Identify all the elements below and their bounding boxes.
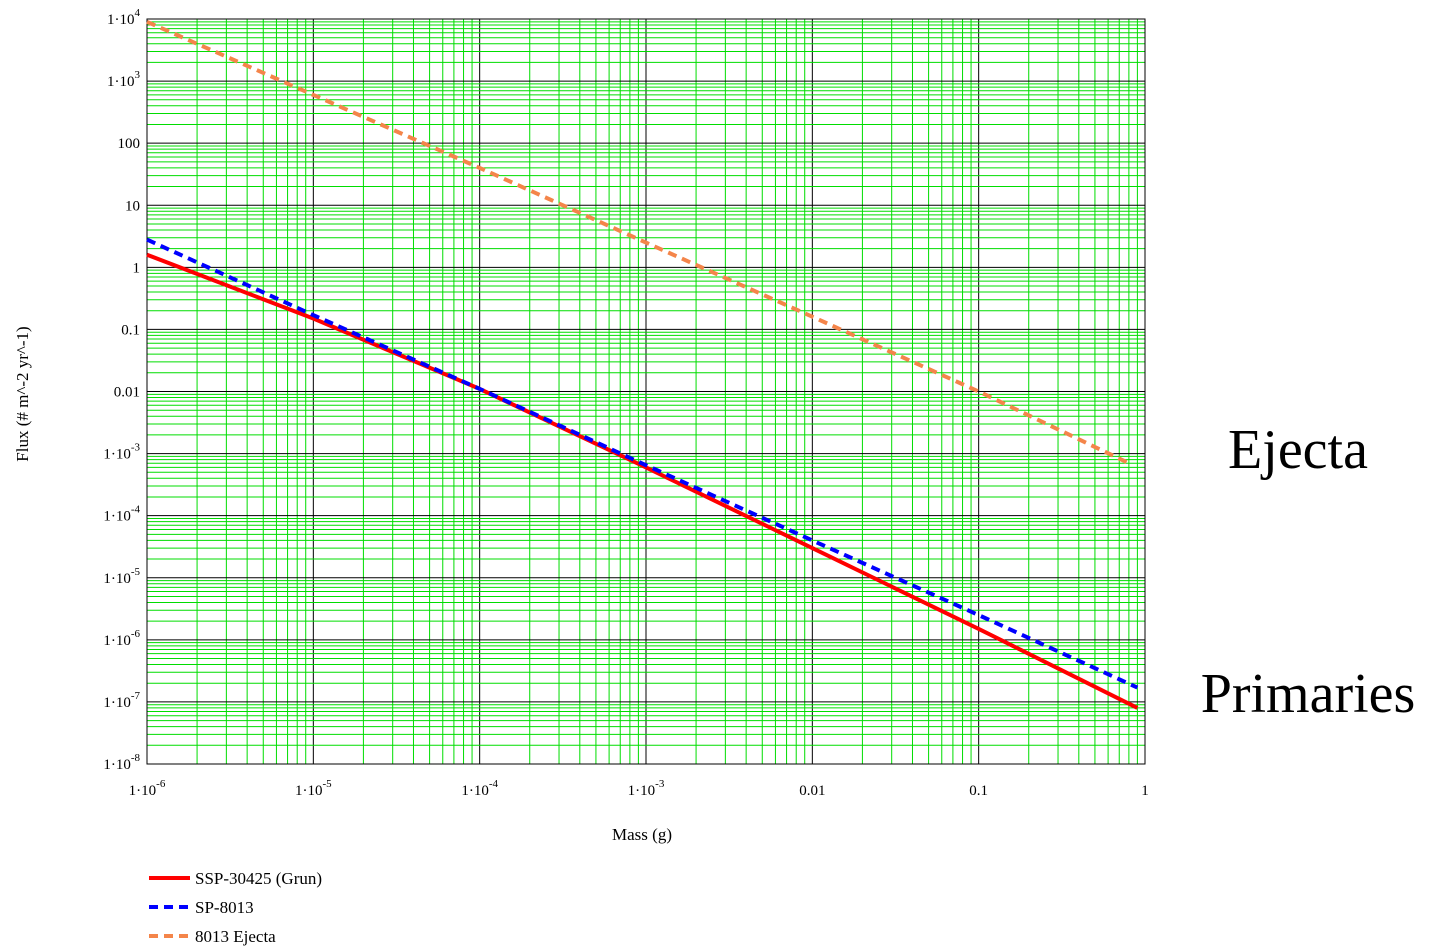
series-line-3 xyxy=(146,19,1130,466)
x-tick-label: 1·10-6 xyxy=(129,778,166,799)
chart-grid xyxy=(146,19,1145,765)
plot-border xyxy=(146,18,1146,765)
x-tick-label: 1 xyxy=(1141,783,1149,799)
legend: SSP-30425 (Grun) SP-8013 8013 Ejecta xyxy=(149,869,322,946)
y-tick-label: 0.01 xyxy=(114,385,140,401)
x-axis-ticks: 1·10-6 1·10-5 1·10-4 1·10-3 0.01 0.1 1 xyxy=(129,778,1149,799)
y-tick-label: 100 xyxy=(118,136,141,152)
y-tick-label: 1·104 xyxy=(107,7,141,28)
y-axis-ticks: 1·104 1·103 100 10 1 0.1 0.01 1·10-3 1·10-4 1·10-… xyxy=(103,7,140,773)
series-line-2 xyxy=(146,237,1139,690)
x-tick-label: 0.1 xyxy=(969,783,988,799)
legend-label: SP-8013 xyxy=(195,898,254,917)
y-tick-label: 0.1 xyxy=(121,322,140,338)
legend-label: SSP-30425 (Grun) xyxy=(195,869,322,888)
y-tick-label: 1·10-3 xyxy=(103,442,140,463)
plot-frame xyxy=(146,18,1146,765)
y-tick-label: 1·10-4 xyxy=(103,504,140,525)
x-axis-label: Mass (g) xyxy=(612,825,672,844)
series-lines xyxy=(146,19,1139,710)
annotation-primaries: Primaries xyxy=(1201,663,1416,725)
y-tick-label: 1 xyxy=(133,260,141,276)
y-tick-label: 10 xyxy=(125,198,140,214)
series-line-1 xyxy=(146,252,1139,710)
annotation-ejecta: Ejecta xyxy=(1228,419,1368,481)
y-axis-label: Flux (# m^-2 yr^-1) xyxy=(13,326,32,461)
y-tick-label: 1·10-7 xyxy=(103,690,140,711)
x-tick-label: 1·10-5 xyxy=(295,778,332,799)
x-tick-label: 1·10-4 xyxy=(461,778,498,799)
x-tick-label: 1·10-3 xyxy=(628,778,665,799)
y-tick-label: 1·10-8 xyxy=(103,752,140,773)
y-tick-label: 1·103 xyxy=(107,69,141,90)
legend-label: 8013 Ejecta xyxy=(195,927,276,946)
x-tick-label: 0.01 xyxy=(799,783,825,799)
y-tick-label: 1·10-5 xyxy=(103,566,140,587)
y-tick-label: 1·10-6 xyxy=(103,628,140,649)
